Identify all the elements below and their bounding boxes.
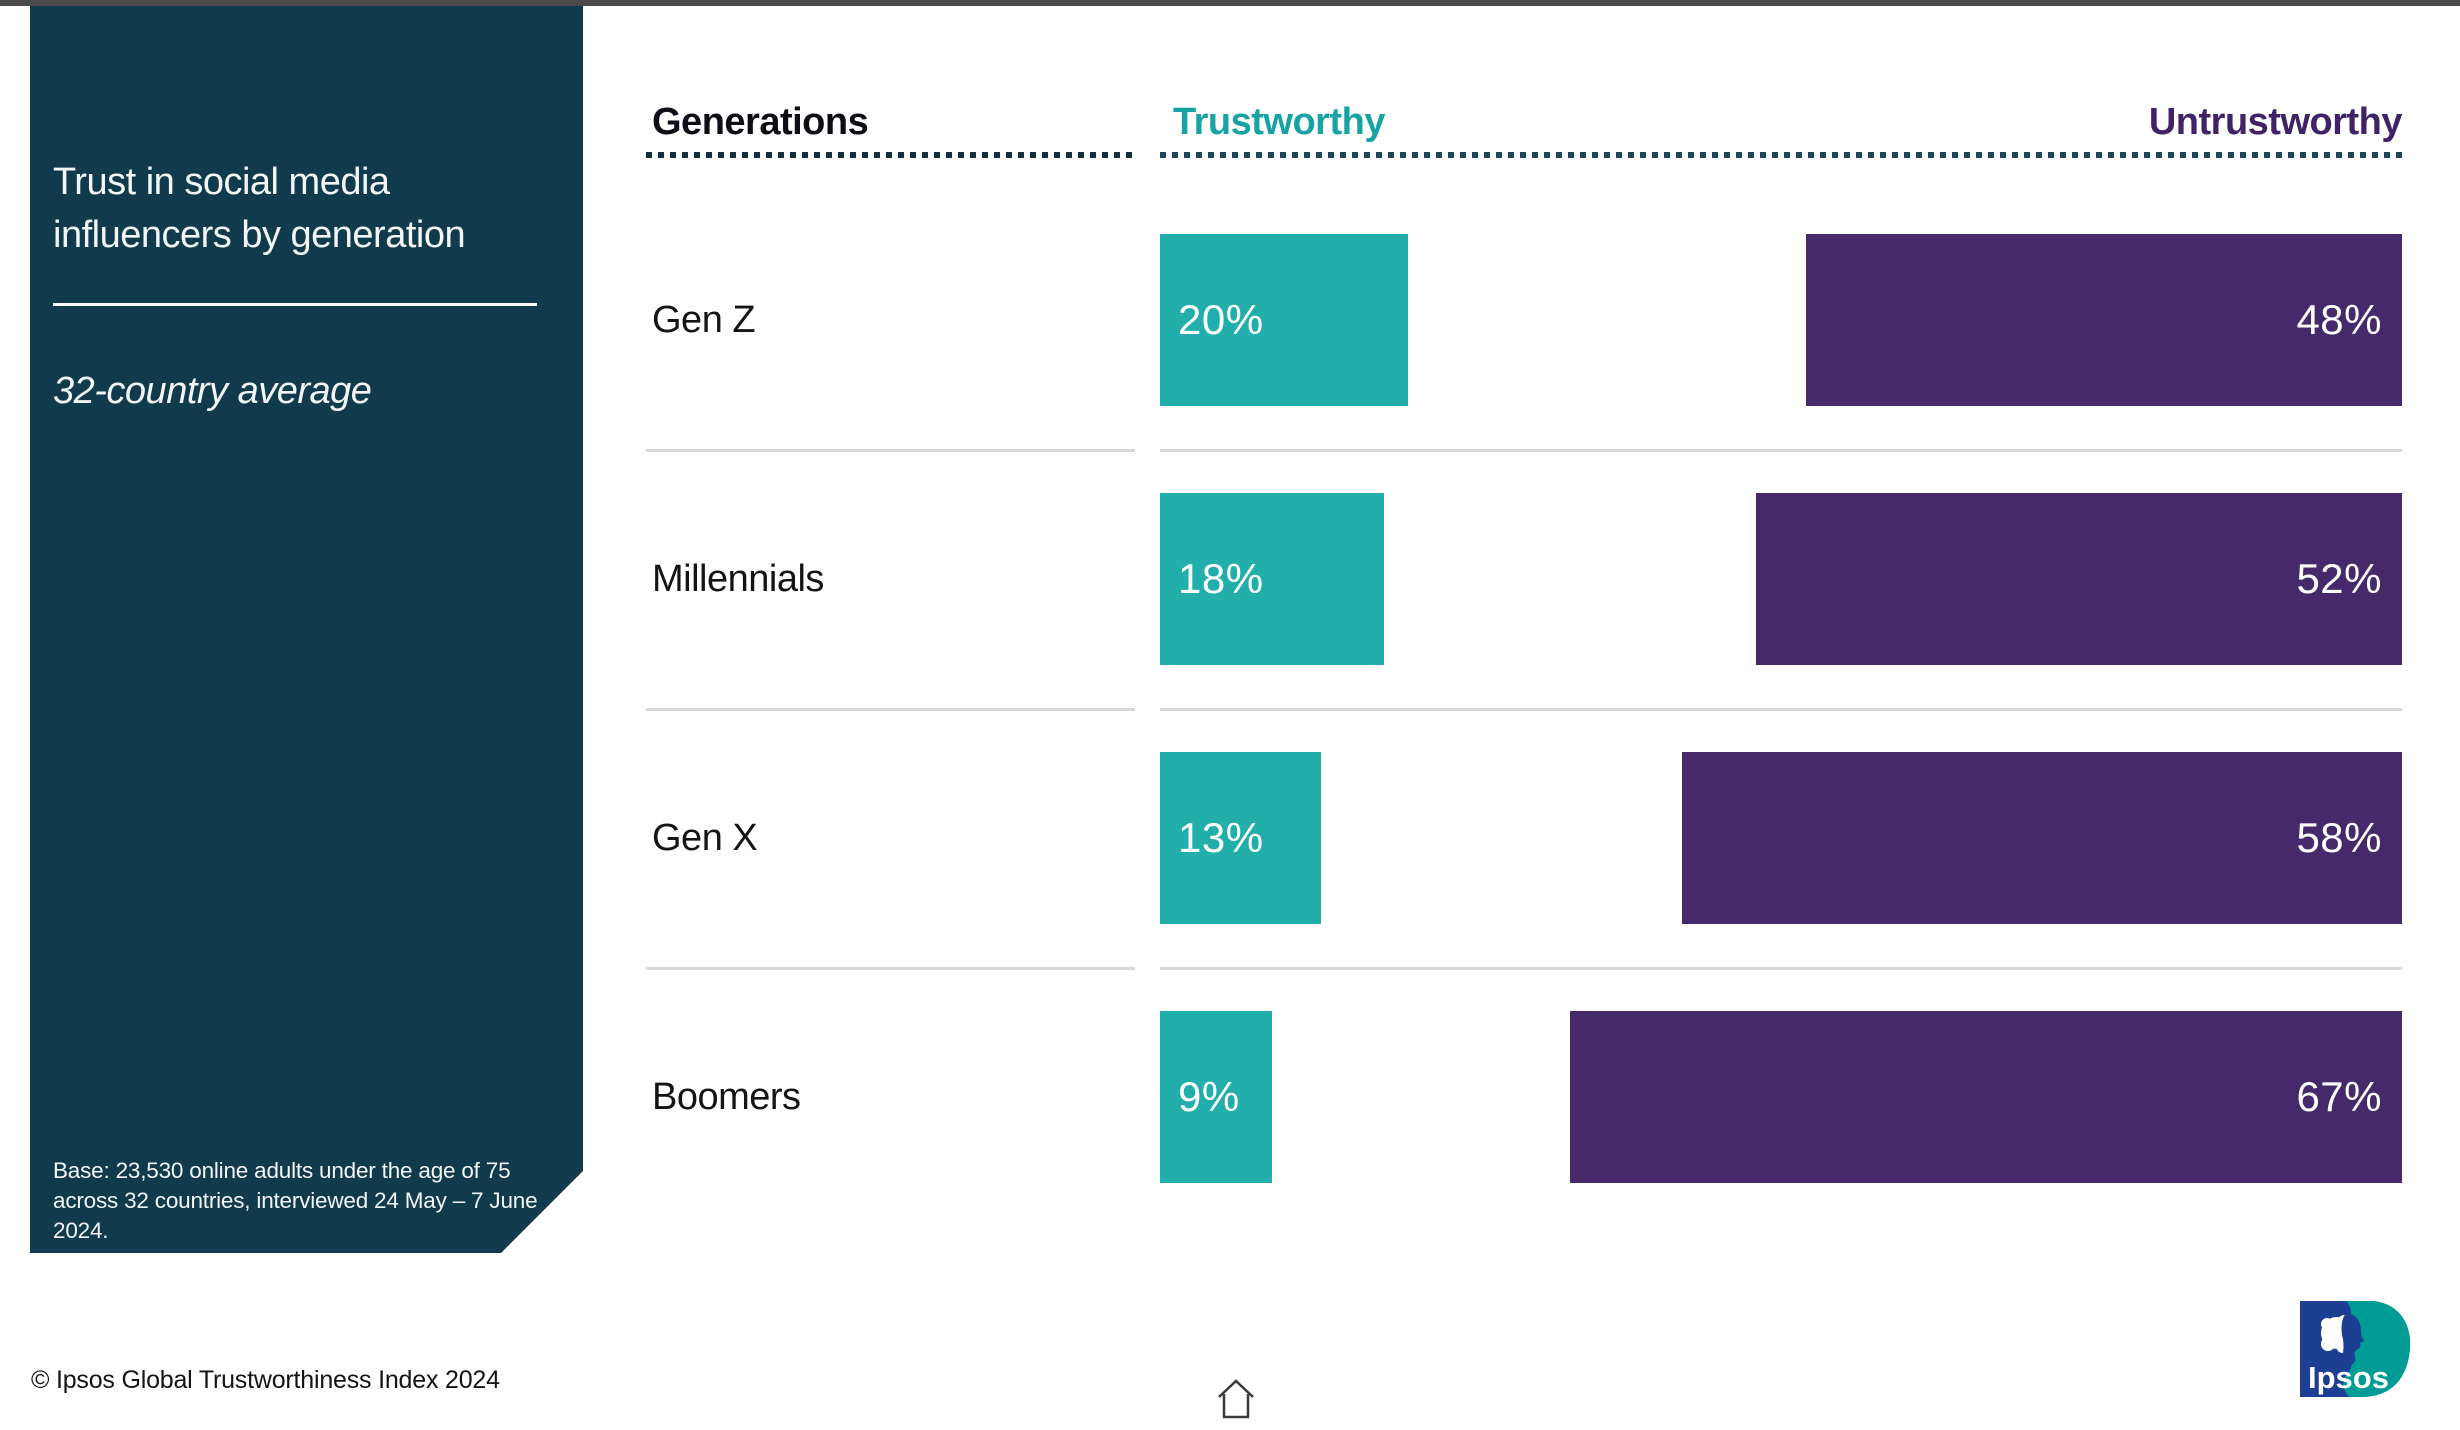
bar-value-label: 13% — [1178, 814, 1264, 861]
generation-label: Gen X — [652, 816, 758, 859]
bar-track: 18% 52% — [1160, 493, 2402, 665]
untrustworthy-bar: 58% — [1681, 752, 2402, 924]
trustworthy-bar: 20% — [1160, 234, 1409, 406]
generation-label: Boomers — [652, 1075, 801, 1118]
row-separator — [646, 708, 2402, 711]
chart-header: Generations Trustworthy Untrustworthy — [646, 100, 2403, 158]
bar-value-label: 20% — [1178, 296, 1264, 343]
bar-track: 20% 48% — [1160, 234, 2402, 406]
untrustworthy-legend-label: Untrustworthy — [2148, 101, 2403, 143]
window-top-edge — [0, 0, 2460, 6]
generations-dotted-rule — [646, 152, 1135, 158]
generation-label: Gen Z — [652, 298, 756, 341]
bar-value-label: 58% — [2296, 814, 2382, 861]
row-separator — [646, 967, 2402, 970]
bar-value-label: 18% — [1178, 555, 1264, 602]
bar-value-label: 67% — [2296, 1073, 2382, 1120]
row-separator — [646, 449, 2402, 452]
untrustworthy-bar: 48% — [1805, 234, 2402, 406]
trustworthy-bar: 13% — [1160, 752, 1322, 924]
sidebar-panel: Trust in social media influencers by gen… — [30, 6, 583, 1253]
chart-row-gen-x: Gen X 13% 58% — [646, 752, 2402, 924]
bars-dotted-rule — [1160, 152, 2402, 158]
trustworthy-bar: 18% — [1160, 493, 1384, 665]
bar-track: 9% 67% — [1160, 1011, 2402, 1183]
page-title: Trust in social media influencers by gen… — [53, 161, 466, 256]
bar-chart: Generations Trustworthy Untrustworthy Ge… — [646, 100, 2403, 1183]
bar-value-label: 9% — [1178, 1073, 1240, 1120]
untrustworthy-bar: 52% — [1756, 493, 2402, 665]
chart-row-boomers: Boomers 9% 67% — [646, 1011, 2402, 1183]
bar-value-label: 48% — [2296, 296, 2382, 343]
copyright-text: © Ipsos Global Trustworthiness Index 202… — [31, 1366, 500, 1394]
ipsos-logo-text: Ipsos — [2308, 1360, 2389, 1395]
untrustworthy-bar: 67% — [1569, 1011, 2402, 1183]
generation-label: Millennials — [652, 557, 824, 600]
trustworthy-legend-label: Trustworthy — [1173, 101, 1385, 143]
bar-value-label: 52% — [2296, 555, 2382, 602]
home-icon[interactable] — [1213, 1376, 1259, 1429]
base-note: Base: 23,530 online adults under the age… — [53, 1158, 538, 1243]
page-subtitle: 32-country average — [53, 370, 372, 412]
chart-row-millennials: Millennials 18% 52% — [646, 493, 2402, 665]
generations-column-header: Generations — [652, 101, 869, 143]
chart-row-gen-z: Gen Z 20% 48% — [646, 234, 2402, 406]
bar-track: 13% 58% — [1160, 752, 2402, 924]
ipsos-logo: Ipsos — [2300, 1301, 2412, 1402]
trustworthy-bar: 9% — [1160, 1011, 1272, 1183]
title-divider — [53, 303, 537, 306]
